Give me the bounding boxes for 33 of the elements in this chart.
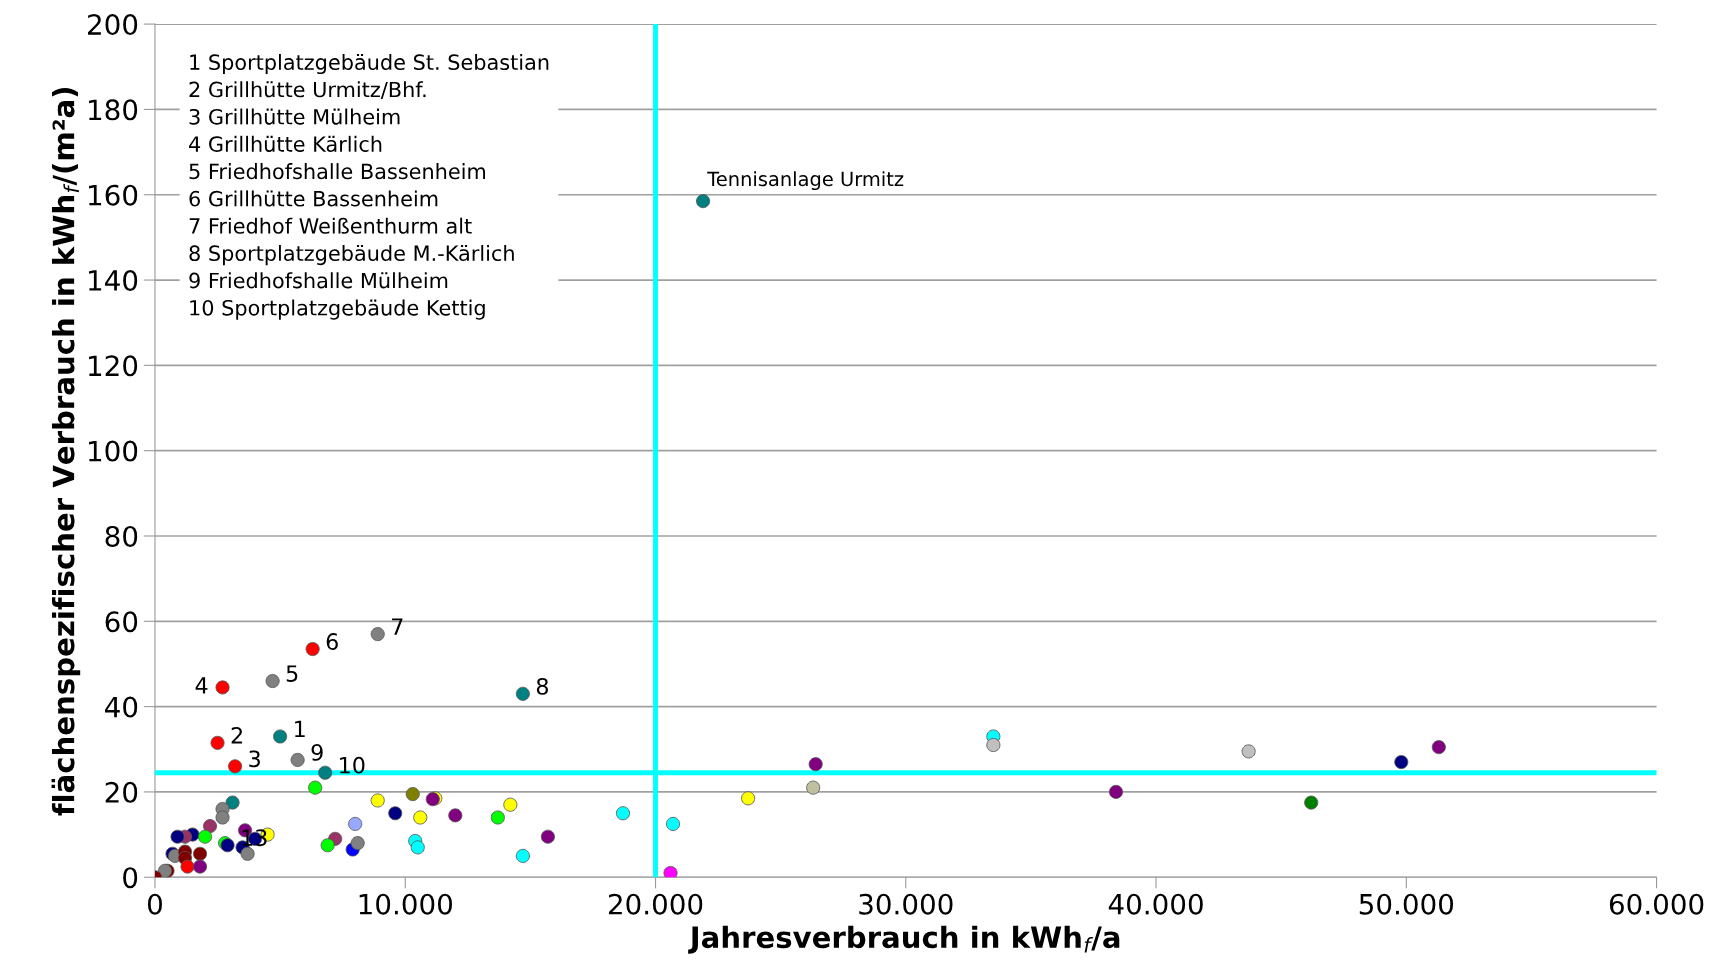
annotation: 6 xyxy=(326,633,338,650)
y-tick-label: 20 xyxy=(105,781,138,803)
annotation: 7 xyxy=(392,618,403,635)
x-tick-label: 50.000 xyxy=(1359,893,1454,915)
y-tick-label: 200 xyxy=(88,14,138,36)
y-axis-title: flächenspezifischer Verbrauch in kWh$_{f}$/(m²a) xyxy=(51,87,81,816)
y-tick-label: 100 xyxy=(89,440,138,462)
annotation: 1 xyxy=(295,720,305,738)
annotation: 9 xyxy=(311,744,323,761)
x-tick-label: 40.000 xyxy=(1108,893,1203,915)
y-tick-label: 60 xyxy=(105,611,138,633)
y-tick-label: 80 xyxy=(105,525,138,547)
annotation: 13 xyxy=(242,829,267,847)
x-tick-label: 10.000 xyxy=(359,893,452,915)
y-tick-label: 160 xyxy=(89,184,138,206)
annotation: 3 xyxy=(249,750,260,768)
x-tick-label: 60.000 xyxy=(1609,893,1704,915)
text: 1 Sportplatzgebäude St. Sebastian 2 Grillhütte Urmitz/Bhf. 3 Grillhütte Mülheim 4 Grillhütte Kärlich 5 Friedhofshalle Bassenheim 6 Grillhütte Bassenheim 7 Friedhof Weißenthurm alt 8 Sportplatzgebäude M.-Kärlich 9 Friedhofshalle Mülheim 10 Sportplatzgebäude Kettig xyxy=(189,53,549,320)
y-tick-label: 180 xyxy=(89,99,138,121)
annotation: 2 xyxy=(231,726,242,744)
x-tick-label: 0 xyxy=(147,893,162,915)
x-tick-label: 20.000 xyxy=(608,893,703,915)
x-tick-label: 30.000 xyxy=(859,893,953,915)
annotation: 5 xyxy=(286,665,298,682)
y-tick-label: 140 xyxy=(89,269,138,291)
y-tick-label: 120 xyxy=(89,355,138,377)
x-axis-title: Jahresverbrauch in kWh$_{f}$/a xyxy=(688,925,1120,954)
annotation: 10 xyxy=(340,756,365,774)
y-tick-label: 40 xyxy=(105,696,138,718)
annotation: Tennisanlage Urmitz xyxy=(707,171,904,191)
annotation: 8 xyxy=(536,677,548,695)
annotation: 4 xyxy=(195,677,208,694)
y-tick-label: 0 xyxy=(123,867,138,889)
